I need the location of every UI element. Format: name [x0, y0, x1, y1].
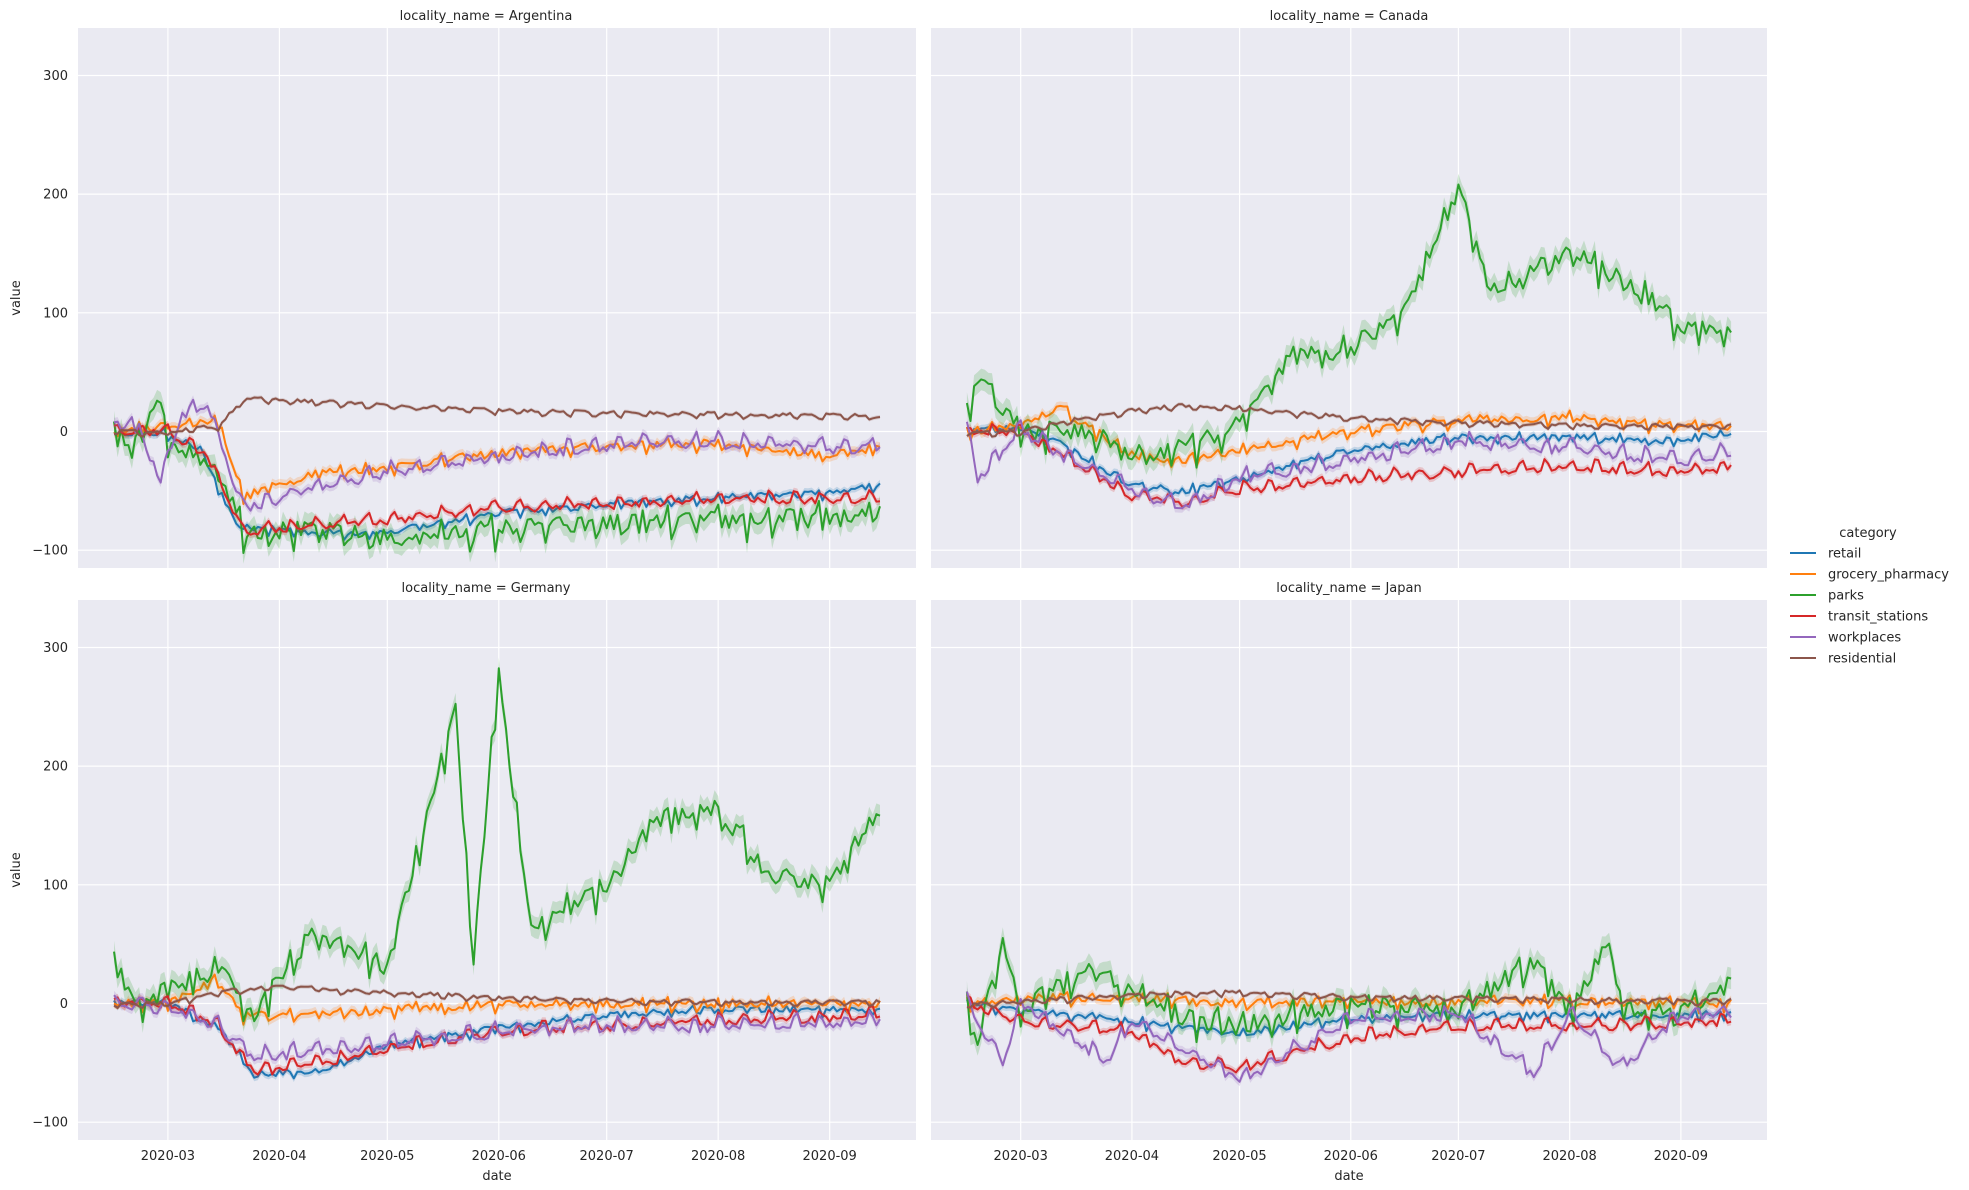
- series-line-transit_stations: [966, 423, 1732, 508]
- series-line-grocery_pharmacy: [113, 973, 881, 1026]
- y-tick-labels: −100 0 100 200 300: [32, 641, 68, 1131]
- x-tick-label: 2020-07: [1431, 1149, 1485, 1164]
- legend-label-transit_stations: transit_stations: [1828, 610, 1928, 625]
- x-tick-label: 2020-04: [252, 1149, 306, 1164]
- series-lines: [113, 657, 881, 1082]
- x-tick-label: 2020-09: [803, 1149, 857, 1164]
- y-tick-label: 300: [43, 641, 68, 656]
- y-tick-label: 100: [43, 878, 68, 893]
- series-band-parks: [114, 389, 880, 564]
- x-tick-label: 2020-06: [1324, 1149, 1378, 1164]
- y-tick-label: 200: [43, 188, 68, 203]
- panel-title: locality_name = Argentina: [400, 9, 573, 24]
- panel-canada: locality_name = Canada: [931, 9, 1767, 568]
- series-line-workplaces: [113, 994, 881, 1062]
- panel-title: locality_name = Japan: [1276, 581, 1421, 596]
- gridlines: [78, 600, 916, 1140]
- series-line-retail: [965, 999, 1732, 1037]
- series-line-parks: [113, 399, 881, 554]
- y-axis-label-bottom: value: [9, 852, 24, 888]
- series-line-residential: [966, 403, 1732, 438]
- y-tick-label: 300: [43, 69, 68, 84]
- x-tick-label: 2020-09: [1654, 1149, 1708, 1164]
- series-band-parks: [114, 657, 880, 1033]
- x-tick-label: 2020-08: [1542, 1149, 1596, 1164]
- y-tick-labels: −100 0 100 200 300: [32, 69, 68, 559]
- series-line-residential: [113, 396, 881, 438]
- series-lines: [965, 173, 1732, 513]
- panel-title: locality_name = Germany: [402, 581, 571, 596]
- series-line-transit_stations: [966, 994, 1732, 1074]
- series-line-transit_stations: [113, 423, 881, 536]
- y-tick-label: −100: [32, 1116, 68, 1131]
- legend-label-grocery_pharmacy: grocery_pharmacy: [1828, 568, 1949, 583]
- gridlines: [931, 28, 1767, 568]
- x-axis-label-right: date: [1334, 1169, 1363, 1184]
- y-axis-label-top: value: [9, 280, 24, 316]
- y-tick-label: −100: [32, 544, 68, 559]
- y-tick-label: 200: [43, 760, 68, 775]
- series-line-parks: [965, 183, 1732, 469]
- panel-title: locality_name = Canada: [1270, 9, 1429, 24]
- series-line-workplaces: [965, 991, 1732, 1083]
- series-line-residential: [966, 989, 1732, 1009]
- series-line-parks: [113, 667, 881, 1024]
- series-band-residential: [114, 983, 880, 1010]
- x-tick-label: 2020-04: [1105, 1149, 1159, 1164]
- legend-title: category: [1839, 526, 1897, 541]
- panel-japan: locality_name = Japan 2020-03 2020-04 2020…: [931, 581, 1767, 1164]
- series-band-workplaces: [966, 987, 1732, 1087]
- x-tick-label: 2020-03: [141, 1149, 195, 1164]
- series-line-residential: [113, 984, 881, 1009]
- series-line-parks: [965, 937, 1732, 1046]
- x-tick-label: 2020-07: [580, 1149, 634, 1164]
- legend-label-retail: retail: [1828, 547, 1861, 562]
- plot-area: [78, 28, 916, 568]
- panel-argentina: locality_name = Argentina −100 0 100 200 300: [32, 9, 916, 568]
- x-tick-labels: 2020-03 2020-04 2020-05 2020-06 2020-07 2020-…: [141, 1149, 857, 1164]
- y-tick-label: 0: [60, 425, 68, 440]
- y-tick-label: 0: [60, 997, 68, 1012]
- legend-label-parks: parks: [1828, 589, 1864, 604]
- x-tick-label: 2020-05: [360, 1149, 414, 1164]
- x-tick-labels: 2020-03 2020-04 2020-05 2020-06 2020-07 2020-…: [994, 1149, 1709, 1164]
- series-line-retail: [965, 424, 1732, 497]
- y-tick-label: 100: [43, 306, 68, 321]
- series-band-parks: [966, 927, 1732, 1056]
- x-tick-label: 2020-06: [472, 1149, 526, 1164]
- series-lines: [113, 389, 881, 564]
- series-line-workplaces: [113, 398, 881, 512]
- legend-label-workplaces: workplaces: [1828, 631, 1901, 646]
- series-line-grocery_pharmacy: [965, 404, 1732, 469]
- x-tick-label: 2020-08: [691, 1149, 745, 1164]
- legend-label-residential: residential: [1828, 652, 1896, 667]
- x-tick-label: 2020-05: [1212, 1149, 1266, 1164]
- x-axis-label-left: date: [482, 1169, 511, 1184]
- panel-germany: locality_name = Germany −100 0 100 200 300 2…: [32, 581, 916, 1164]
- x-tick-label: 2020-03: [994, 1149, 1048, 1164]
- series-band-parks: [966, 173, 1732, 479]
- series-line-workplaces: [965, 419, 1732, 510]
- series-lines: [965, 927, 1732, 1087]
- plot-area: [931, 600, 1767, 1140]
